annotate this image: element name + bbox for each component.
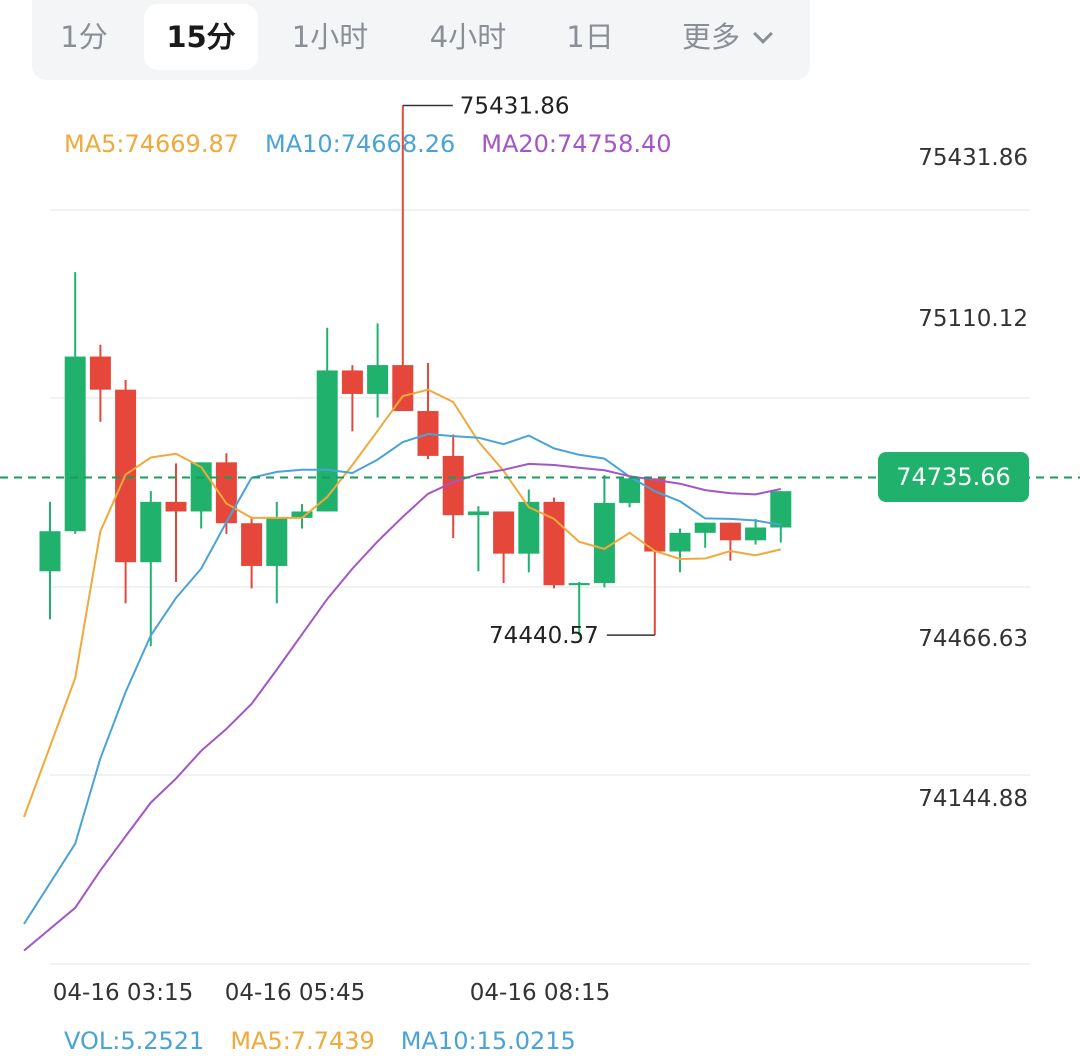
ma10-legend: MA10:74668.26 <box>265 130 456 158</box>
y-axis-label: 74144.88 <box>918 786 1028 812</box>
tab-label: 更多 <box>681 20 740 54</box>
tab-label: 4小时 <box>429 20 507 54</box>
ma20-legend: MA20:74758.40 <box>481 130 672 158</box>
candle-layer <box>39 105 792 647</box>
candle-up <box>593 502 615 584</box>
x-axis-label: 04-16 08:15 <box>470 980 610 1006</box>
candle-down <box>543 501 565 586</box>
candle-up <box>619 478 641 503</box>
candle-down <box>392 365 414 412</box>
vol-ma5-legend: MA5:7.7439 <box>230 1027 375 1055</box>
candle-up <box>367 365 389 394</box>
candle-up <box>568 583 590 586</box>
volume-legend: VOL:5.2521 MA5:7.7439 MA10:15.0215 <box>64 1027 602 1055</box>
candle-up <box>266 517 288 566</box>
y-axis-label: 75431.86 <box>918 145 1028 171</box>
current-price-badge: 74735.66 <box>878 452 1029 503</box>
y-axis-label: 74466.63 <box>918 626 1028 652</box>
candle-up <box>39 531 61 572</box>
vol-ma10-legend: MA10:15.0215 <box>400 1027 576 1055</box>
ma5-line <box>23 388 782 818</box>
candle-down <box>89 356 111 390</box>
candle-up <box>316 370 338 512</box>
candle-up <box>64 356 86 532</box>
y-axis-label: 75110.12 <box>918 306 1028 332</box>
candle-down <box>644 478 666 552</box>
grid-layer: 75431.8675110.1274788.3774466.6374144.88… <box>50 145 1030 1006</box>
candle-up <box>669 532 691 552</box>
label-layer: 75431.86 74440.57 <box>0 94 1080 649</box>
ma-legend: MA5:74669.87 MA10:74668.26 MA20:74758.40 <box>64 130 698 158</box>
max-price-label: 75431.86 <box>460 94 570 120</box>
candle-up <box>467 511 489 516</box>
candle-up <box>745 527 767 541</box>
ma10-line <box>23 432 781 925</box>
candle-up <box>770 491 792 528</box>
tab-4hour[interactable]: 4小时 <box>408 4 528 70</box>
tab-15min[interactable]: 15分 <box>144 4 258 70</box>
tab-label: 1小时 <box>291 20 369 54</box>
candle-up <box>190 462 212 512</box>
tab-label: 1分 <box>60 20 108 54</box>
candle-down <box>341 370 363 394</box>
candle-up <box>291 511 313 518</box>
interval-tab-bar: 1分 15分 1小时 4小时 1日 更多 <box>32 0 810 80</box>
candle-down <box>165 501 187 512</box>
vol-legend: VOL:5.2521 <box>64 1027 205 1055</box>
tab-1hour[interactable]: 1小时 <box>274 4 386 70</box>
candle-down <box>442 455 464 516</box>
candle-up <box>518 501 540 554</box>
candle-down <box>241 523 263 566</box>
candle-up <box>694 522 716 533</box>
tab-label: 15分 <box>166 20 236 54</box>
x-axis-label: 04-16 03:15 <box>53 980 193 1006</box>
tab-more[interactable]: 更多 <box>658 4 794 70</box>
ma20-line <box>23 462 782 952</box>
ma5-legend: MA5:74669.87 <box>64 130 239 158</box>
candle-down <box>493 511 515 554</box>
tab-1min[interactable]: 1分 <box>38 4 130 70</box>
min-price-label: 74440.57 <box>489 623 599 649</box>
x-axis-label: 04-16 05:45 <box>225 980 365 1006</box>
candle-down <box>719 522 741 541</box>
ma-layer <box>23 388 782 952</box>
tab-label: 1日 <box>566 20 614 54</box>
tab-1day[interactable]: 1日 <box>548 4 632 70</box>
candle-up <box>140 501 162 563</box>
